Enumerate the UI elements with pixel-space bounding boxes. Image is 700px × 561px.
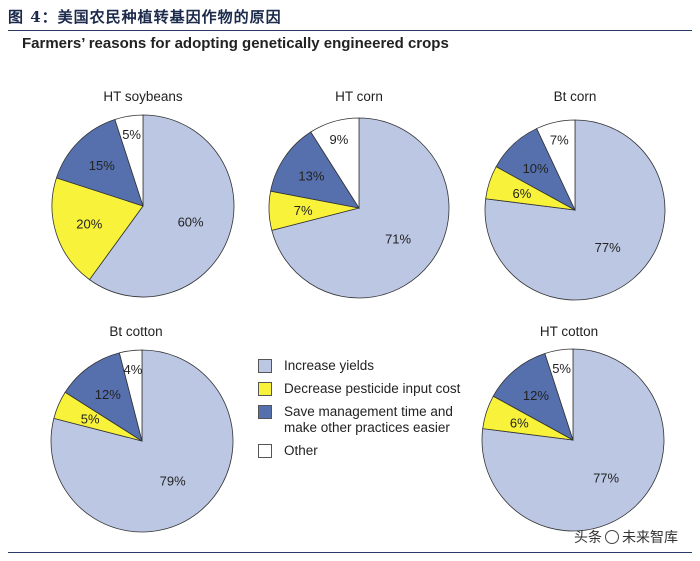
pie-slice-label: 5% bbox=[81, 412, 100, 427]
pie-chart: Bt corn 77% 6% 10%7% bbox=[484, 89, 666, 301]
watermark: 头条 未来智库 bbox=[574, 527, 678, 547]
pie-slice-label: 5% bbox=[552, 361, 571, 376]
pie-slice-label: 10% bbox=[523, 161, 549, 176]
pie-slice bbox=[88, 114, 235, 298]
legend-item-save-management: Save management time and make other prac… bbox=[258, 404, 488, 436]
legend-item-other: Other bbox=[258, 443, 488, 459]
legend-label: Increase yields bbox=[284, 358, 375, 373]
pie-slice bbox=[51, 177, 144, 281]
pie-slice bbox=[270, 131, 360, 209]
pie-slice bbox=[492, 352, 574, 441]
chart-subtitle: Farmers’ reasons for adopting geneticall… bbox=[22, 35, 449, 52]
pie-slice-label: 79% bbox=[160, 474, 186, 489]
legend-label: Save management time and make other prac… bbox=[284, 404, 453, 435]
legend-item-decrease-pesticide: Decrease pesticide input cost bbox=[258, 381, 488, 397]
pie-slice-label: 7% bbox=[294, 203, 313, 218]
figure-title: 图 4：美国农民种植转基因作物的原因 bbox=[8, 8, 282, 26]
pie-chart: HT cotton 77% 6% 12%5% bbox=[481, 324, 665, 532]
bottom-rule bbox=[8, 552, 692, 553]
pie-title: HT cotton bbox=[540, 324, 598, 339]
legend-swatch bbox=[258, 359, 272, 373]
pie-slice-label: 77% bbox=[595, 240, 621, 255]
pie-chart: HT soybeans 60% 20% 15% 5% bbox=[51, 89, 235, 298]
title-rule bbox=[8, 30, 692, 31]
pie-slice-label: 13% bbox=[298, 169, 324, 184]
watermark-prefix: 头条 bbox=[574, 529, 602, 545]
pie-title: Bt corn bbox=[554, 89, 597, 104]
pie-slice-label: 4% bbox=[124, 362, 143, 377]
legend-swatch bbox=[258, 444, 272, 458]
pie-slice bbox=[544, 348, 574, 441]
pie-slice bbox=[271, 117, 450, 299]
pie-slice-label: 12% bbox=[523, 388, 549, 403]
pie-title: HT soybeans bbox=[103, 89, 183, 104]
pie-slice-label: 6% bbox=[513, 186, 532, 201]
pie-slice bbox=[310, 117, 360, 210]
pie-slice bbox=[64, 352, 143, 442]
pie-slice-label: 20% bbox=[76, 216, 102, 231]
pie-slice-label: 60% bbox=[178, 215, 204, 230]
legend-swatch bbox=[258, 382, 272, 396]
legend-label: Other bbox=[284, 443, 318, 458]
legend-label: Decrease pesticide input cost bbox=[284, 381, 461, 396]
pie-slice-label: 9% bbox=[330, 132, 349, 147]
pie-slice-label: 7% bbox=[550, 133, 569, 148]
pie-slice bbox=[118, 349, 143, 442]
legend: Increase yields Decrease pesticide input… bbox=[258, 358, 488, 466]
pie-slice bbox=[536, 119, 576, 211]
pie-slice-label: 77% bbox=[593, 471, 619, 486]
pie-slice-label: 15% bbox=[89, 158, 115, 173]
pie-title: HT corn bbox=[335, 89, 383, 104]
pie-slice-label: 6% bbox=[510, 416, 529, 431]
pie-slice-label: 5% bbox=[122, 127, 141, 142]
pie-slice bbox=[55, 118, 144, 207]
pie-chart: HT corn 71% 7% 13% 9% bbox=[268, 89, 450, 299]
pie-slice bbox=[114, 114, 144, 207]
pie-slice-label: 71% bbox=[385, 231, 411, 246]
pie-chart: Bt cotton 79% 5% 12%4% bbox=[50, 324, 234, 533]
legend-item-increase-yields: Increase yields bbox=[258, 358, 488, 374]
watermark-logo-icon bbox=[605, 530, 619, 544]
watermark-suffix: 未来智库 bbox=[622, 529, 678, 545]
legend-swatch bbox=[258, 405, 272, 419]
pie-title: Bt cotton bbox=[109, 324, 162, 339]
pie-slice-label: 12% bbox=[95, 387, 121, 402]
